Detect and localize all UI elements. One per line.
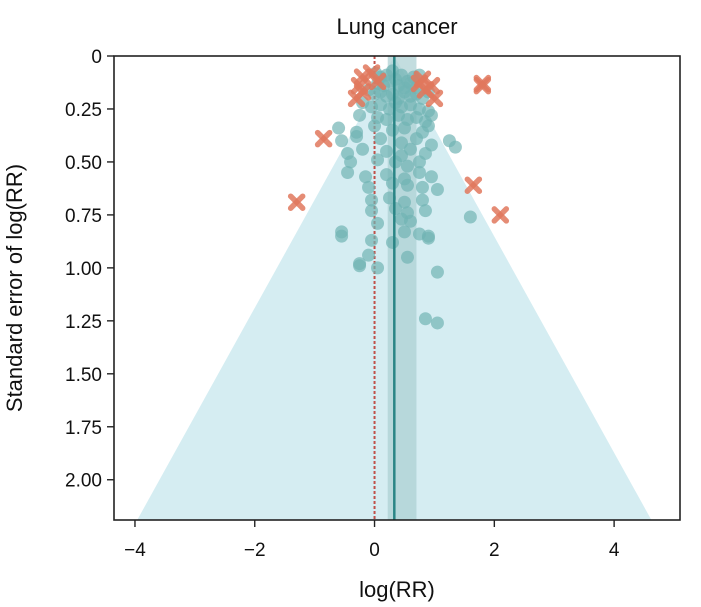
study-point bbox=[448, 140, 462, 154]
study-point bbox=[430, 182, 444, 196]
study-point bbox=[403, 142, 417, 156]
outlier-point bbox=[473, 76, 492, 95]
study-point bbox=[359, 170, 373, 184]
study-point bbox=[415, 193, 429, 207]
study-point bbox=[400, 250, 414, 264]
study-point bbox=[380, 113, 394, 127]
outlier-point bbox=[491, 206, 510, 224]
y-tick-label: 0.25 bbox=[65, 100, 102, 121]
study-point bbox=[374, 132, 388, 146]
study-point bbox=[365, 233, 379, 247]
study-point bbox=[412, 166, 426, 180]
study-point bbox=[400, 178, 414, 192]
study-point bbox=[415, 180, 429, 194]
study-point bbox=[400, 159, 414, 173]
x-tick-label: −2 bbox=[244, 540, 266, 561]
study-point bbox=[350, 130, 364, 144]
study-point bbox=[341, 166, 355, 180]
study-point bbox=[397, 195, 411, 209]
outlier-point bbox=[368, 72, 387, 91]
study-point bbox=[421, 119, 435, 133]
study-point bbox=[365, 204, 379, 218]
study-point bbox=[335, 229, 349, 243]
study-point bbox=[421, 229, 435, 243]
y-axis: 0 0.25 0.50 0.75 1.00 1.25 1.50 1.75 2.00 bbox=[65, 47, 114, 492]
study-point bbox=[418, 204, 432, 218]
outlier-point bbox=[287, 193, 306, 211]
outlier-point bbox=[464, 176, 483, 194]
study-point bbox=[397, 225, 411, 239]
study-point bbox=[463, 210, 477, 224]
study-point bbox=[344, 155, 358, 169]
x-axis-label: log(RR) bbox=[359, 577, 435, 602]
y-tick-label: 1.00 bbox=[65, 259, 102, 280]
study-point bbox=[368, 119, 382, 133]
study-point bbox=[365, 193, 379, 207]
y-tick-label: 2.00 bbox=[65, 471, 102, 492]
y-tick-label: 0.50 bbox=[65, 153, 102, 174]
outlier-point bbox=[425, 89, 444, 108]
study-point bbox=[430, 316, 444, 330]
study-point bbox=[409, 132, 423, 146]
study-point bbox=[356, 142, 370, 156]
y-tick-label: 1.50 bbox=[65, 365, 102, 386]
study-point bbox=[386, 235, 400, 249]
plot-area bbox=[137, 56, 652, 520]
y-tick-label: 0.75 bbox=[65, 206, 102, 227]
outlier-point bbox=[314, 129, 333, 148]
plot-frame bbox=[113, 55, 681, 521]
y-tick-label: 0 bbox=[91, 47, 102, 68]
study-point bbox=[362, 248, 376, 262]
x-tick-label: −4 bbox=[124, 540, 146, 561]
study-point bbox=[353, 108, 367, 122]
chart-title: Lung cancer bbox=[336, 14, 457, 39]
study-point bbox=[424, 108, 438, 122]
y-axis-label: Standard error of log(RR) bbox=[2, 164, 27, 412]
x-tick-label: 0 bbox=[369, 540, 380, 561]
study-point bbox=[394, 136, 408, 150]
study-point bbox=[362, 180, 376, 194]
study-point bbox=[335, 134, 349, 148]
study-point bbox=[371, 261, 385, 275]
x-tick-label: 2 bbox=[489, 540, 500, 561]
study-point bbox=[412, 155, 426, 169]
x-axis: −4 −2 0 2 4 bbox=[124, 520, 620, 561]
study-point bbox=[383, 191, 397, 205]
study-point bbox=[424, 170, 438, 184]
study-point bbox=[430, 265, 444, 279]
outlier-point bbox=[347, 89, 366, 108]
y-tick-label: 1.75 bbox=[65, 418, 102, 439]
study-point bbox=[403, 214, 417, 228]
study-point bbox=[353, 259, 367, 273]
study-point bbox=[386, 176, 400, 190]
study-point bbox=[371, 216, 385, 230]
x-tick-label: 4 bbox=[609, 540, 620, 561]
study-point bbox=[380, 144, 394, 158]
study-point bbox=[371, 153, 385, 167]
outlier-point bbox=[422, 76, 441, 95]
study-point bbox=[397, 121, 411, 135]
y-tick-label: 1.25 bbox=[65, 312, 102, 333]
study-point bbox=[386, 123, 400, 137]
study-point bbox=[332, 121, 346, 135]
study-point bbox=[418, 312, 432, 326]
